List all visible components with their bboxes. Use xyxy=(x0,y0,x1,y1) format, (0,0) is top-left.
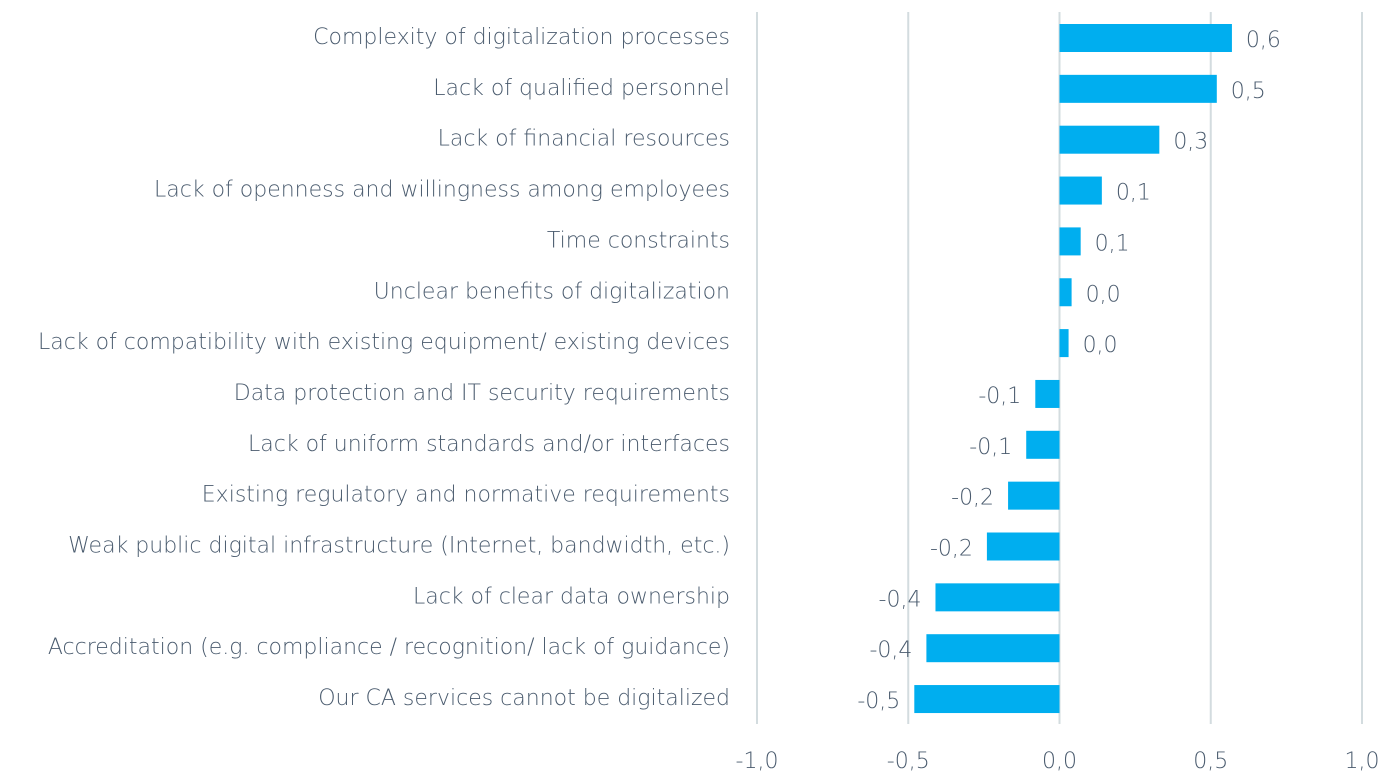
value-label: -0,1 xyxy=(978,384,1021,409)
category-label: Unclear benefits of digitalization xyxy=(374,279,730,304)
value-label: 0,0 xyxy=(1083,333,1118,358)
value-label: 0,1 xyxy=(1095,231,1130,256)
value-label: -0,1 xyxy=(969,435,1012,460)
category-label: Complexity of digitalization processes xyxy=(313,25,730,50)
category-label: Lack of financial resources xyxy=(438,127,730,152)
value-label: 0,1 xyxy=(1116,181,1151,206)
category-label: Data protection and IT security requirem… xyxy=(234,381,730,406)
category-label: Lack of uniform standards and/or interfa… xyxy=(248,432,730,457)
category-label: Lack of qualified personnel xyxy=(433,76,730,101)
category-label: Lack of clear data ownership xyxy=(413,584,730,609)
bar xyxy=(1008,481,1060,510)
bar xyxy=(914,685,1060,714)
bar xyxy=(1059,329,1069,358)
category-label: Time constraints xyxy=(547,228,730,253)
value-label: 0,0 xyxy=(1086,282,1121,307)
x-tick-label: -0,5 xyxy=(887,749,930,773)
x-tick-label: 0,5 xyxy=(1193,749,1228,773)
bar xyxy=(986,532,1060,561)
category-label: Lack of openness and willingness among e… xyxy=(154,178,730,203)
bar xyxy=(1026,430,1060,459)
category-label: Lack of compatibility with existing equi… xyxy=(38,330,730,355)
value-label: 0,3 xyxy=(1173,130,1208,155)
value-label: -0,4 xyxy=(879,587,922,612)
value-label: 0,6 xyxy=(1246,28,1281,53)
value-label: -0,2 xyxy=(930,537,973,562)
bar xyxy=(1059,74,1217,103)
bar xyxy=(1059,125,1160,154)
bar xyxy=(1059,278,1072,307)
category-label: Accreditation (e.g. compliance / recogni… xyxy=(48,635,730,660)
bar xyxy=(1035,379,1060,408)
value-label: 0,5 xyxy=(1231,79,1266,104)
category-label: Existing regulatory and normative requir… xyxy=(202,483,730,508)
category-label: Our CA services cannot be digitalized xyxy=(318,686,730,711)
bar xyxy=(1059,176,1102,205)
x-tick-label: 0,0 xyxy=(1042,749,1077,773)
bar xyxy=(1059,227,1081,256)
bar xyxy=(926,634,1060,663)
x-tick-label: 1,0 xyxy=(1345,749,1380,773)
x-tick-label: -1,0 xyxy=(736,749,779,773)
category-label: Weak public digital infrastructure (Inte… xyxy=(68,534,730,559)
bar xyxy=(1059,24,1232,52)
value-label: -0,5 xyxy=(857,689,900,714)
bar xyxy=(935,583,1060,612)
value-label: -0,2 xyxy=(951,486,994,511)
value-label: -0,4 xyxy=(869,638,912,663)
